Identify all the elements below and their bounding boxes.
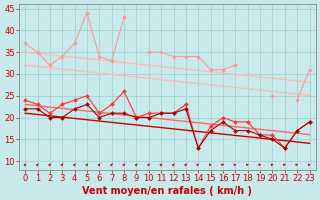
X-axis label: Vent moyen/en rafales ( km/h ): Vent moyen/en rafales ( km/h ): [82, 186, 252, 196]
